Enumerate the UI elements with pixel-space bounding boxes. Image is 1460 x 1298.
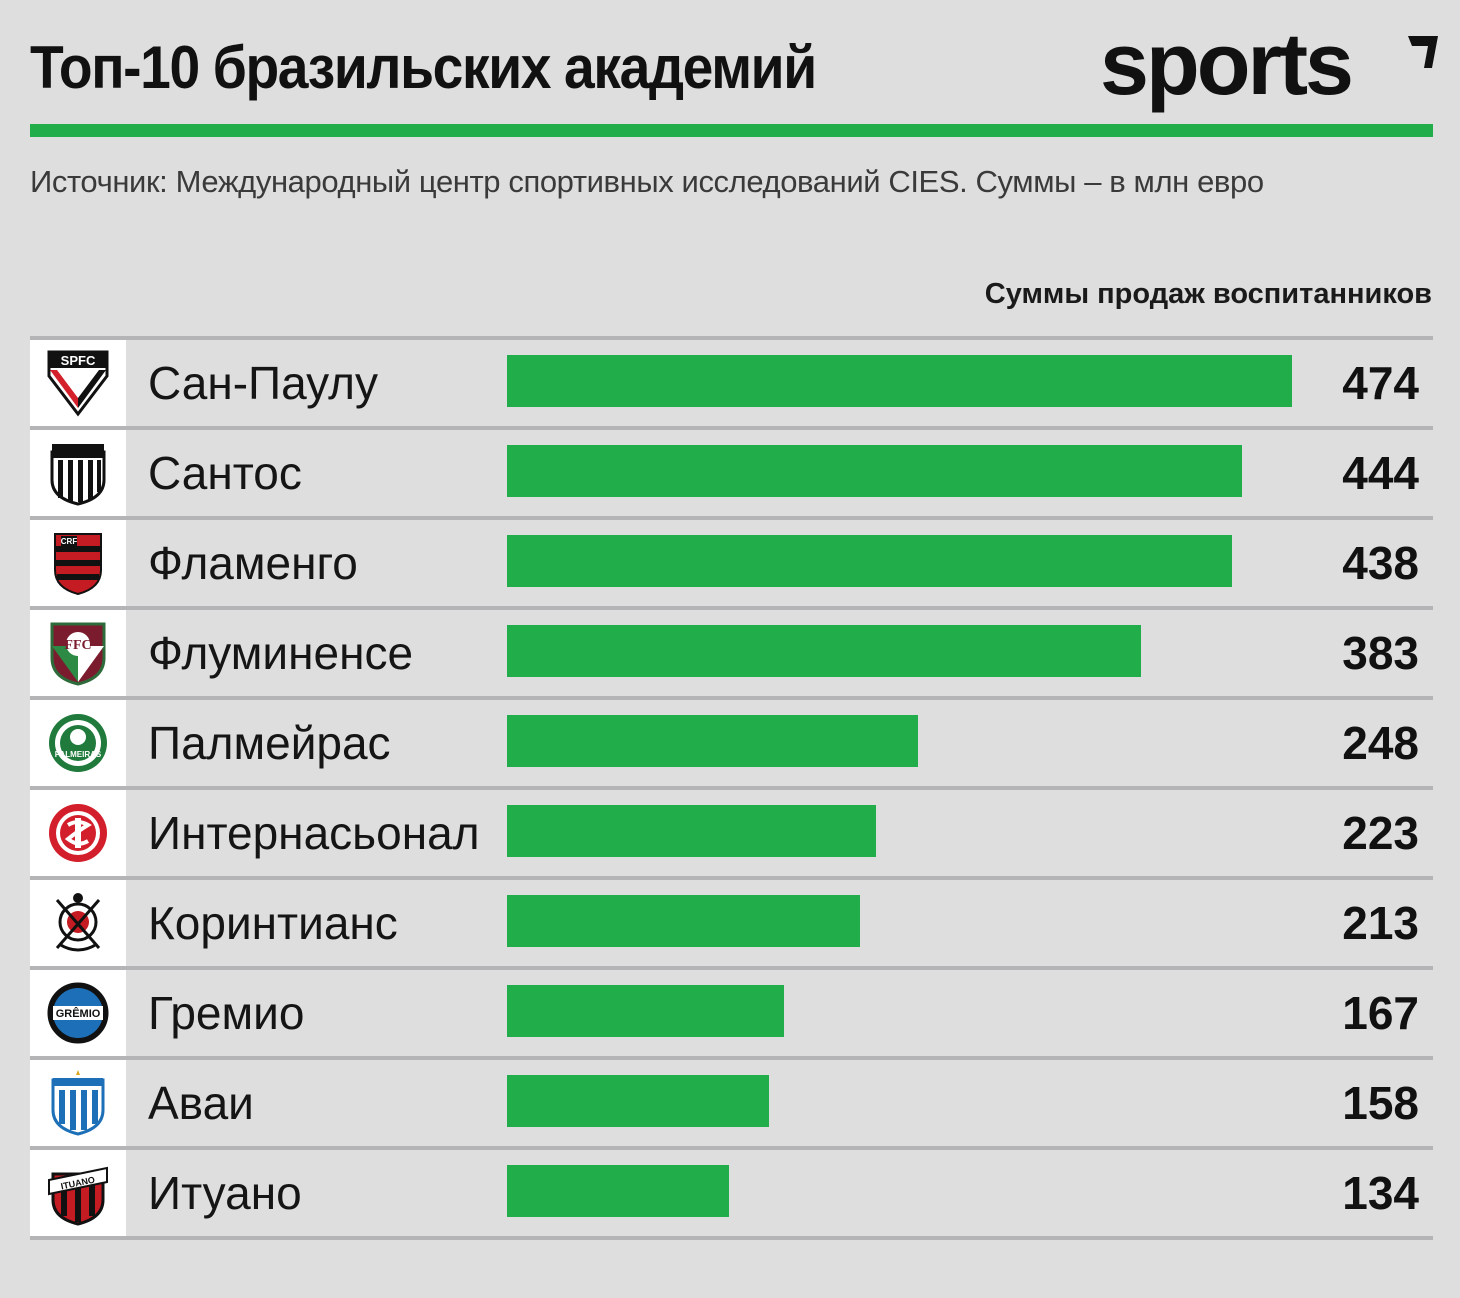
category-label: Гремио bbox=[148, 987, 305, 1039]
svg-text:GRÊMIO: GRÊMIO bbox=[56, 1007, 101, 1020]
chart-row: GRÊMIO Гремио 167 bbox=[30, 970, 1433, 1060]
data-label: 223 bbox=[1342, 807, 1419, 859]
avai-crest-icon bbox=[30, 1060, 126, 1146]
svg-text:FFC: FFC bbox=[64, 638, 91, 653]
bar bbox=[507, 985, 784, 1037]
chart-row: Коринтианс 213 bbox=[30, 880, 1433, 970]
accent-divider bbox=[30, 124, 1433, 137]
category-label: Аваи bbox=[148, 1077, 254, 1129]
chart-row: FFC Флуминенсе 383 bbox=[30, 610, 1433, 700]
chart-row: CRF Фламенго 438 bbox=[30, 520, 1433, 610]
data-label: 383 bbox=[1342, 627, 1419, 679]
category-label: Сантос bbox=[148, 447, 302, 499]
svg-text:CRF: CRF bbox=[61, 537, 78, 546]
category-label: Интернасьонал bbox=[148, 807, 480, 859]
internacional-crest-icon bbox=[30, 790, 126, 876]
data-label: 248 bbox=[1342, 717, 1419, 769]
category-label: Палмейрас bbox=[148, 717, 391, 769]
sao-paulo-crest-icon: SPFC bbox=[30, 340, 126, 426]
category-label: Итуано bbox=[148, 1167, 302, 1219]
bar bbox=[507, 535, 1232, 587]
svg-text:SPFC: SPFC bbox=[61, 353, 96, 368]
data-label: 213 bbox=[1342, 897, 1419, 949]
corinthians-crest-icon bbox=[30, 880, 126, 966]
category-label: Сан-Паулу bbox=[148, 357, 378, 409]
data-label: 134 bbox=[1342, 1167, 1419, 1219]
chart-row: Интернасьонал 223 bbox=[30, 790, 1433, 880]
data-label: 158 bbox=[1342, 1077, 1419, 1129]
chart-row: Сантос 444 bbox=[30, 430, 1433, 520]
chart-row: Аваи 158 bbox=[30, 1060, 1433, 1150]
bar bbox=[507, 1075, 769, 1127]
table-top-rule bbox=[30, 336, 1433, 340]
chart-row: PALMEIRAS Палмейрас 248 bbox=[30, 700, 1433, 790]
flamengo-crest-icon: CRF bbox=[30, 520, 126, 606]
fluminense-crest-icon: FFC bbox=[30, 610, 126, 696]
data-label: 438 bbox=[1342, 537, 1419, 589]
bar bbox=[507, 715, 918, 767]
bar bbox=[507, 355, 1292, 407]
chart-title: Топ-10 бразильских академий bbox=[30, 34, 817, 101]
bar bbox=[507, 805, 876, 857]
ituano-crest-icon: ITUANO bbox=[30, 1150, 126, 1236]
svg-text:PALMEIRAS: PALMEIRAS bbox=[55, 750, 102, 759]
gremio-crest-icon: GRÊMIO bbox=[30, 970, 126, 1056]
chart-row: SPFC Сан-Паулу 474 bbox=[30, 340, 1433, 430]
bar bbox=[507, 1165, 729, 1217]
category-label: Коринтианс bbox=[148, 897, 398, 949]
santos-crest-icon bbox=[30, 430, 126, 516]
data-label: 167 bbox=[1342, 987, 1419, 1039]
category-label: Флуминенсе bbox=[148, 627, 414, 679]
data-label: 444 bbox=[1342, 447, 1419, 499]
bar bbox=[507, 895, 860, 947]
chart-subtitle: Источник: Международный центр спортивных… bbox=[30, 164, 1264, 199]
brand-logo: sports bbox=[1100, 14, 1440, 114]
bar bbox=[507, 625, 1141, 677]
column-header: Суммы продаж воспитанников bbox=[984, 278, 1432, 310]
brand-logo-text: sports bbox=[1100, 14, 1354, 113]
brand-mark-icon bbox=[1408, 36, 1438, 68]
bar-chart: SPFC Сан-Паулу 474 Сантос 444 CRF Фламенго 438 F… bbox=[30, 340, 1433, 1240]
category-label: Фламенго bbox=[148, 537, 358, 589]
data-label: 474 bbox=[1342, 357, 1419, 409]
chart-row: ITUANO Итуано 134 bbox=[30, 1150, 1433, 1240]
palmeiras-crest-icon: PALMEIRAS bbox=[30, 700, 126, 786]
bar bbox=[507, 445, 1242, 497]
